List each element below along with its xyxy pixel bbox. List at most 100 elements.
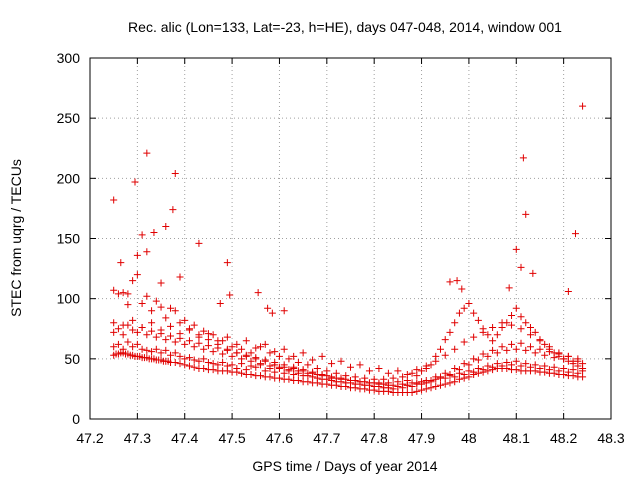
data-point [119, 331, 127, 339]
data-point [337, 357, 345, 365]
data-point [264, 304, 272, 312]
data-point [413, 387, 421, 395]
data-point [143, 346, 151, 354]
data-point [470, 355, 478, 363]
data-point [148, 327, 156, 335]
data-point [167, 304, 175, 312]
data-point [268, 309, 276, 317]
data-point [526, 363, 534, 371]
data-point [389, 374, 397, 382]
y-tick-label: 0 [72, 411, 80, 427]
data-point [422, 364, 430, 372]
x-tick-label: 47.6 [266, 430, 293, 446]
data-point [152, 345, 160, 353]
data-point [508, 321, 516, 329]
data-point [226, 291, 234, 299]
data-point [266, 362, 274, 370]
data-point [228, 352, 236, 360]
data-point [356, 378, 364, 386]
data-point [432, 373, 440, 381]
data-point [313, 364, 321, 372]
data-point [569, 366, 577, 374]
data-point [460, 338, 468, 346]
data-point [555, 352, 563, 360]
data-point [247, 357, 255, 365]
data-point [579, 373, 587, 381]
data-point [337, 375, 345, 383]
data-point [508, 361, 516, 369]
data-point [512, 366, 520, 374]
data-point [252, 363, 260, 371]
data-point [167, 322, 175, 330]
data-point [219, 337, 227, 345]
data-point [531, 367, 539, 375]
data-point [152, 333, 160, 341]
data-point [138, 345, 146, 353]
data-point [347, 376, 354, 384]
y-tick-label: 100 [57, 291, 81, 307]
data-point [266, 373, 274, 381]
data-point [157, 326, 165, 334]
data-point [242, 337, 250, 345]
data-point [564, 357, 572, 365]
data-point [474, 356, 482, 364]
data-point [119, 289, 127, 297]
data-point [323, 367, 331, 375]
x-tick-label: 48 [461, 430, 477, 446]
data-point [133, 328, 141, 336]
data-point [569, 360, 577, 368]
data-point [233, 364, 241, 372]
data-point [200, 355, 208, 363]
data-point [223, 345, 231, 353]
data-point [536, 336, 544, 344]
data-point [470, 309, 478, 317]
data-point [498, 343, 506, 351]
data-point [110, 328, 118, 336]
data-point [148, 319, 156, 327]
data-point [200, 364, 208, 372]
chart-title: Rec. alic (Lon=133, Lat=-23, h=HE), days… [128, 19, 562, 35]
data-point [195, 339, 203, 347]
data-point [526, 324, 534, 332]
data-point [408, 383, 416, 391]
data-point [290, 364, 298, 372]
data-point [564, 287, 572, 295]
data-point [526, 331, 534, 339]
data-point [318, 352, 326, 360]
data-point [114, 325, 122, 333]
data-point [247, 370, 255, 378]
data-point [503, 364, 511, 372]
data-point [271, 361, 279, 369]
data-point [323, 375, 331, 383]
data-point [195, 239, 203, 247]
data-point [271, 348, 279, 356]
data-point [432, 352, 440, 360]
x-tick-label: 47.4 [171, 430, 198, 446]
y-axis-label: STEC from uqrg / TECUs [8, 159, 24, 317]
data-point [129, 343, 137, 351]
data-point [171, 349, 179, 357]
data-point [219, 358, 227, 366]
data-point [441, 336, 449, 344]
data-point [347, 363, 354, 371]
y-tick-label: 250 [57, 110, 81, 126]
data-point [304, 378, 312, 386]
data-point [441, 351, 449, 359]
data-point [579, 102, 587, 110]
data-point [503, 319, 511, 327]
data-point [332, 369, 340, 377]
data-point [114, 340, 122, 348]
x-tick-label: 48.2 [550, 430, 577, 446]
data-point [238, 345, 246, 353]
data-point [484, 352, 492, 360]
data-point [280, 307, 288, 315]
data-point [204, 358, 212, 366]
data-point [209, 331, 217, 339]
data-point [465, 299, 473, 307]
data-point [129, 277, 137, 285]
data-point [228, 343, 236, 351]
data-point [190, 343, 198, 351]
data-point [162, 336, 170, 344]
data-point [204, 342, 212, 350]
